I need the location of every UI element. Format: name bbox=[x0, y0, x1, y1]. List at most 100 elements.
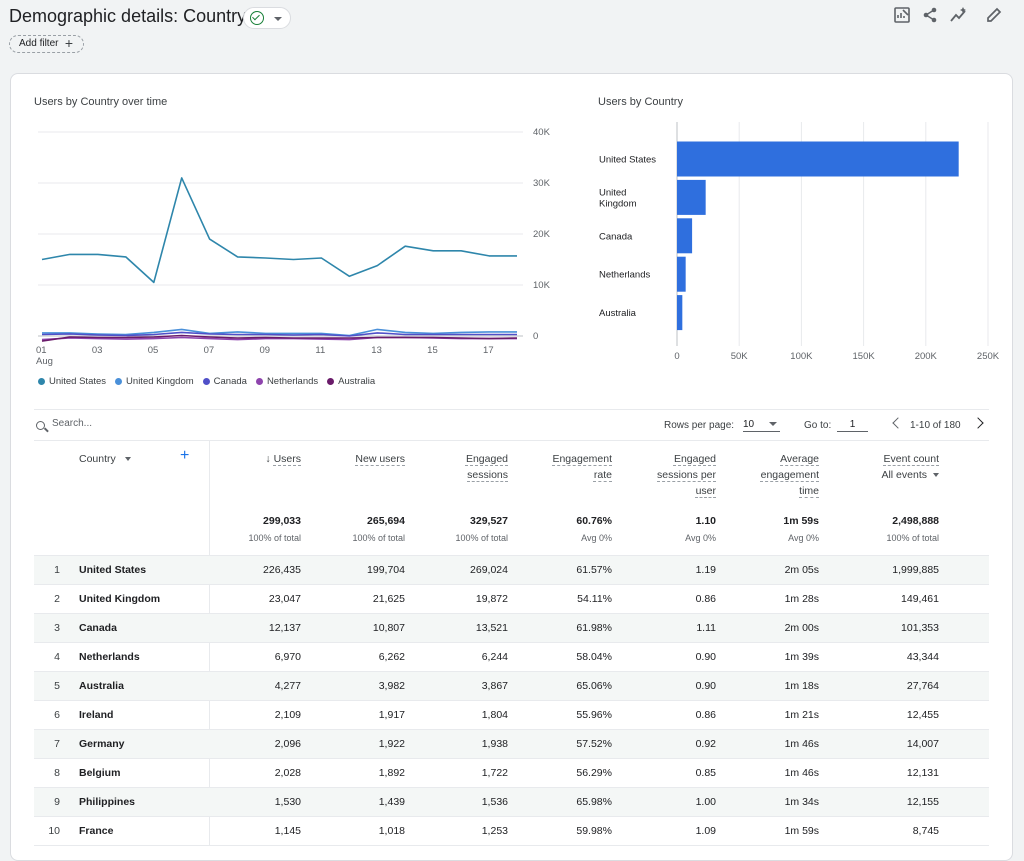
table-toolbar: Rows per page: 10 Go to: 1 1-10 of 180 bbox=[34, 409, 989, 441]
cell-new-users: 3,982 bbox=[378, 680, 405, 692]
cell-avg-engagement-time: 2m 00s bbox=[784, 622, 819, 634]
column-header-engagement-rate[interactable]: Engagement rate bbox=[552, 451, 612, 483]
table-row[interactable]: 10 France 1,145 1,018 1,253 59.98% 1.09 1m 59s 8… bbox=[34, 816, 989, 845]
status-dropdown[interactable] bbox=[243, 7, 291, 29]
rows-per-page-label: Rows per page: bbox=[664, 420, 735, 431]
cell-users: 2,109 bbox=[274, 709, 301, 721]
cell-engaged-sessions: 1,536 bbox=[481, 796, 508, 808]
column-header-engaged-sessions-per-user[interactable]: Engaged sessions per user bbox=[657, 451, 716, 499]
add-dimension-plus-icon[interactable]: + bbox=[180, 447, 190, 464]
cell-engaged-sessions: 1,722 bbox=[481, 767, 508, 779]
column-total: 329,527 bbox=[470, 515, 508, 527]
category-label: United States bbox=[599, 155, 656, 166]
cell-engaged-sessions: 1,253 bbox=[481, 825, 508, 837]
cell-engagement-rate: 55.96% bbox=[576, 709, 612, 721]
table-row[interactable]: 7 Germany 2,096 1,922 1,938 57.52% 0.92 1m 46s 1… bbox=[34, 729, 989, 758]
cell-engaged-sessions-per-user: 1.11 bbox=[696, 622, 716, 634]
column-header-label: Users bbox=[273, 453, 301, 465]
cell-engagement-rate: 56.29% bbox=[576, 767, 612, 779]
cell-new-users: 1,018 bbox=[378, 825, 405, 837]
y-tick-label: 10K bbox=[533, 280, 551, 291]
cell-engaged-sessions-per-user: 1.09 bbox=[695, 825, 716, 837]
next-page-icon[interactable] bbox=[972, 417, 984, 429]
cell-engaged-sessions: 3,867 bbox=[481, 680, 508, 692]
x-tick-label: 07 bbox=[204, 345, 215, 356]
cell-engagement-rate: 54.11% bbox=[577, 593, 612, 605]
rows-per-page-select[interactable]: 10 bbox=[743, 415, 780, 432]
column-header-label: Engagement bbox=[552, 453, 612, 465]
cell-new-users: 6,262 bbox=[378, 651, 405, 663]
cell-new-users: 10,807 bbox=[372, 622, 405, 634]
customize-report-icon[interactable] bbox=[893, 6, 911, 24]
cell-event-count: 12,131 bbox=[906, 767, 939, 779]
cell-event-count: 27,764 bbox=[906, 680, 939, 692]
table-row[interactable]: 3 Canada 12,137 10,807 13,521 61.98% 1.11 2m 00… bbox=[34, 613, 989, 642]
cell-engaged-sessions-per-user: 1.19 bbox=[695, 564, 716, 576]
row-rank: 4 bbox=[54, 651, 60, 663]
row-rank: 3 bbox=[54, 622, 60, 634]
cell-avg-engagement-time: 2m 05s bbox=[784, 564, 819, 576]
add-filter-button[interactable]: Add filter + bbox=[9, 35, 84, 53]
column-header-label: Engaged bbox=[465, 453, 508, 465]
edit-pencil-icon[interactable] bbox=[985, 6, 1003, 24]
cell-users: 2,028 bbox=[274, 767, 301, 779]
x-tick-label: 11 bbox=[315, 345, 325, 356]
event-selector-label: All events bbox=[881, 469, 927, 481]
cell-users: 6,970 bbox=[274, 651, 301, 663]
legend-label: United States bbox=[49, 376, 107, 387]
bar-australia bbox=[677, 295, 683, 331]
cell-avg-engagement-time: 1m 34s bbox=[784, 796, 819, 808]
share-icon[interactable] bbox=[921, 6, 939, 24]
country-header-label: Country bbox=[79, 453, 116, 465]
cell-engaged-sessions-per-user: 1.00 bbox=[695, 796, 716, 808]
table-row[interactable]: 1 United States 226,435 199,704 269,024 61.57… bbox=[34, 555, 989, 584]
column-header-avg-engagement-time[interactable]: Average engagement time bbox=[761, 451, 819, 499]
goto-page-input[interactable]: 1 bbox=[837, 415, 868, 432]
x-tick-label: 200K bbox=[915, 351, 938, 362]
table-row[interactable]: 9 Philippines 1,530 1,439 1,536 65.98% 1.00 1m … bbox=[34, 787, 989, 816]
sort-descending-icon: ↓ bbox=[265, 453, 274, 465]
series-line-united-kingdom bbox=[42, 328, 517, 337]
cell-avg-engagement-time: 1m 59s bbox=[784, 825, 819, 837]
check-circle-icon bbox=[250, 11, 264, 25]
x-tick-label: 100K bbox=[790, 351, 813, 362]
column-total-sub: Avg 0% bbox=[788, 533, 819, 543]
column-header-engaged-sessions[interactable]: Engaged sessions bbox=[466, 451, 508, 483]
search-input[interactable] bbox=[52, 418, 202, 429]
table-row[interactable]: 4 Netherlands 6,970 6,262 6,244 58.04% 0.90 1m … bbox=[34, 642, 989, 671]
cell-engaged-sessions: 13,521 bbox=[475, 622, 508, 634]
goto-label: Go to: bbox=[804, 420, 832, 431]
cell-users: 12,137 bbox=[268, 622, 301, 634]
series-line-australia bbox=[41, 334, 518, 342]
legend-dot bbox=[255, 378, 263, 385]
previous-page-icon[interactable] bbox=[892, 417, 904, 429]
x-tick-label: 15 bbox=[427, 345, 438, 356]
table-bottom-border bbox=[34, 845, 989, 846]
legend-label: Australia bbox=[338, 376, 376, 387]
cell-event-count: 12,455 bbox=[906, 709, 939, 721]
table-row[interactable]: 8 Belgium 2,028 1,892 1,722 56.29% 0.85 1m 46s 1… bbox=[34, 758, 989, 787]
column-total-sub: 100% of total bbox=[352, 533, 405, 543]
country-column-header[interactable]: Country bbox=[79, 451, 131, 467]
column-header-label: Average bbox=[780, 453, 819, 465]
row-country: United Kingdom bbox=[79, 593, 161, 605]
column-total-sub: Avg 0% bbox=[581, 533, 612, 543]
row-country: France bbox=[79, 825, 114, 837]
table-row[interactable]: 5 Australia 4,277 3,982 3,867 65.06% 0.90 1m 18… bbox=[34, 671, 989, 700]
column-header-event-count[interactable]: Event count All events bbox=[881, 451, 939, 483]
cell-event-count: 43,344 bbox=[906, 651, 939, 663]
column-total: 265,694 bbox=[367, 515, 405, 527]
table-row[interactable]: 6 Ireland 2,109 1,917 1,804 55.96% 0.86 1m 21s 1… bbox=[34, 700, 989, 729]
bar-canada bbox=[677, 218, 693, 254]
column-header-users[interactable]: ↓ Users bbox=[265, 451, 301, 467]
column-total-sub: 100% of total bbox=[455, 533, 508, 543]
cell-event-count: 149,461 bbox=[901, 593, 939, 605]
column-header-new-users[interactable]: New users bbox=[355, 451, 405, 467]
x-tick-label: 09 bbox=[260, 345, 271, 356]
legend-item: Netherlands bbox=[255, 376, 318, 387]
table-row[interactable]: 2 United Kingdom 23,047 21,625 19,872 54.11% 0… bbox=[34, 584, 989, 613]
insights-icon[interactable] bbox=[950, 6, 968, 24]
column-total: 60.76% bbox=[576, 515, 612, 527]
event-selector-dropdown[interactable]: All events bbox=[881, 467, 939, 483]
series-line-canada bbox=[41, 331, 517, 337]
